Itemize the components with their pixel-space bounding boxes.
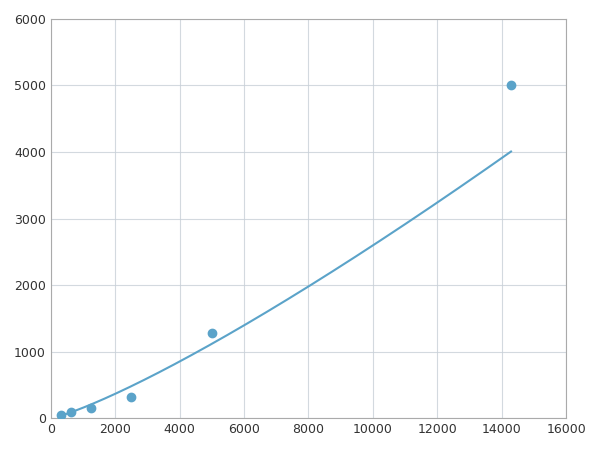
Point [86,405,96,412]
Point [506,82,516,89]
Point [56,411,65,418]
Point [66,408,76,415]
Point [127,393,136,400]
Point [207,329,217,337]
